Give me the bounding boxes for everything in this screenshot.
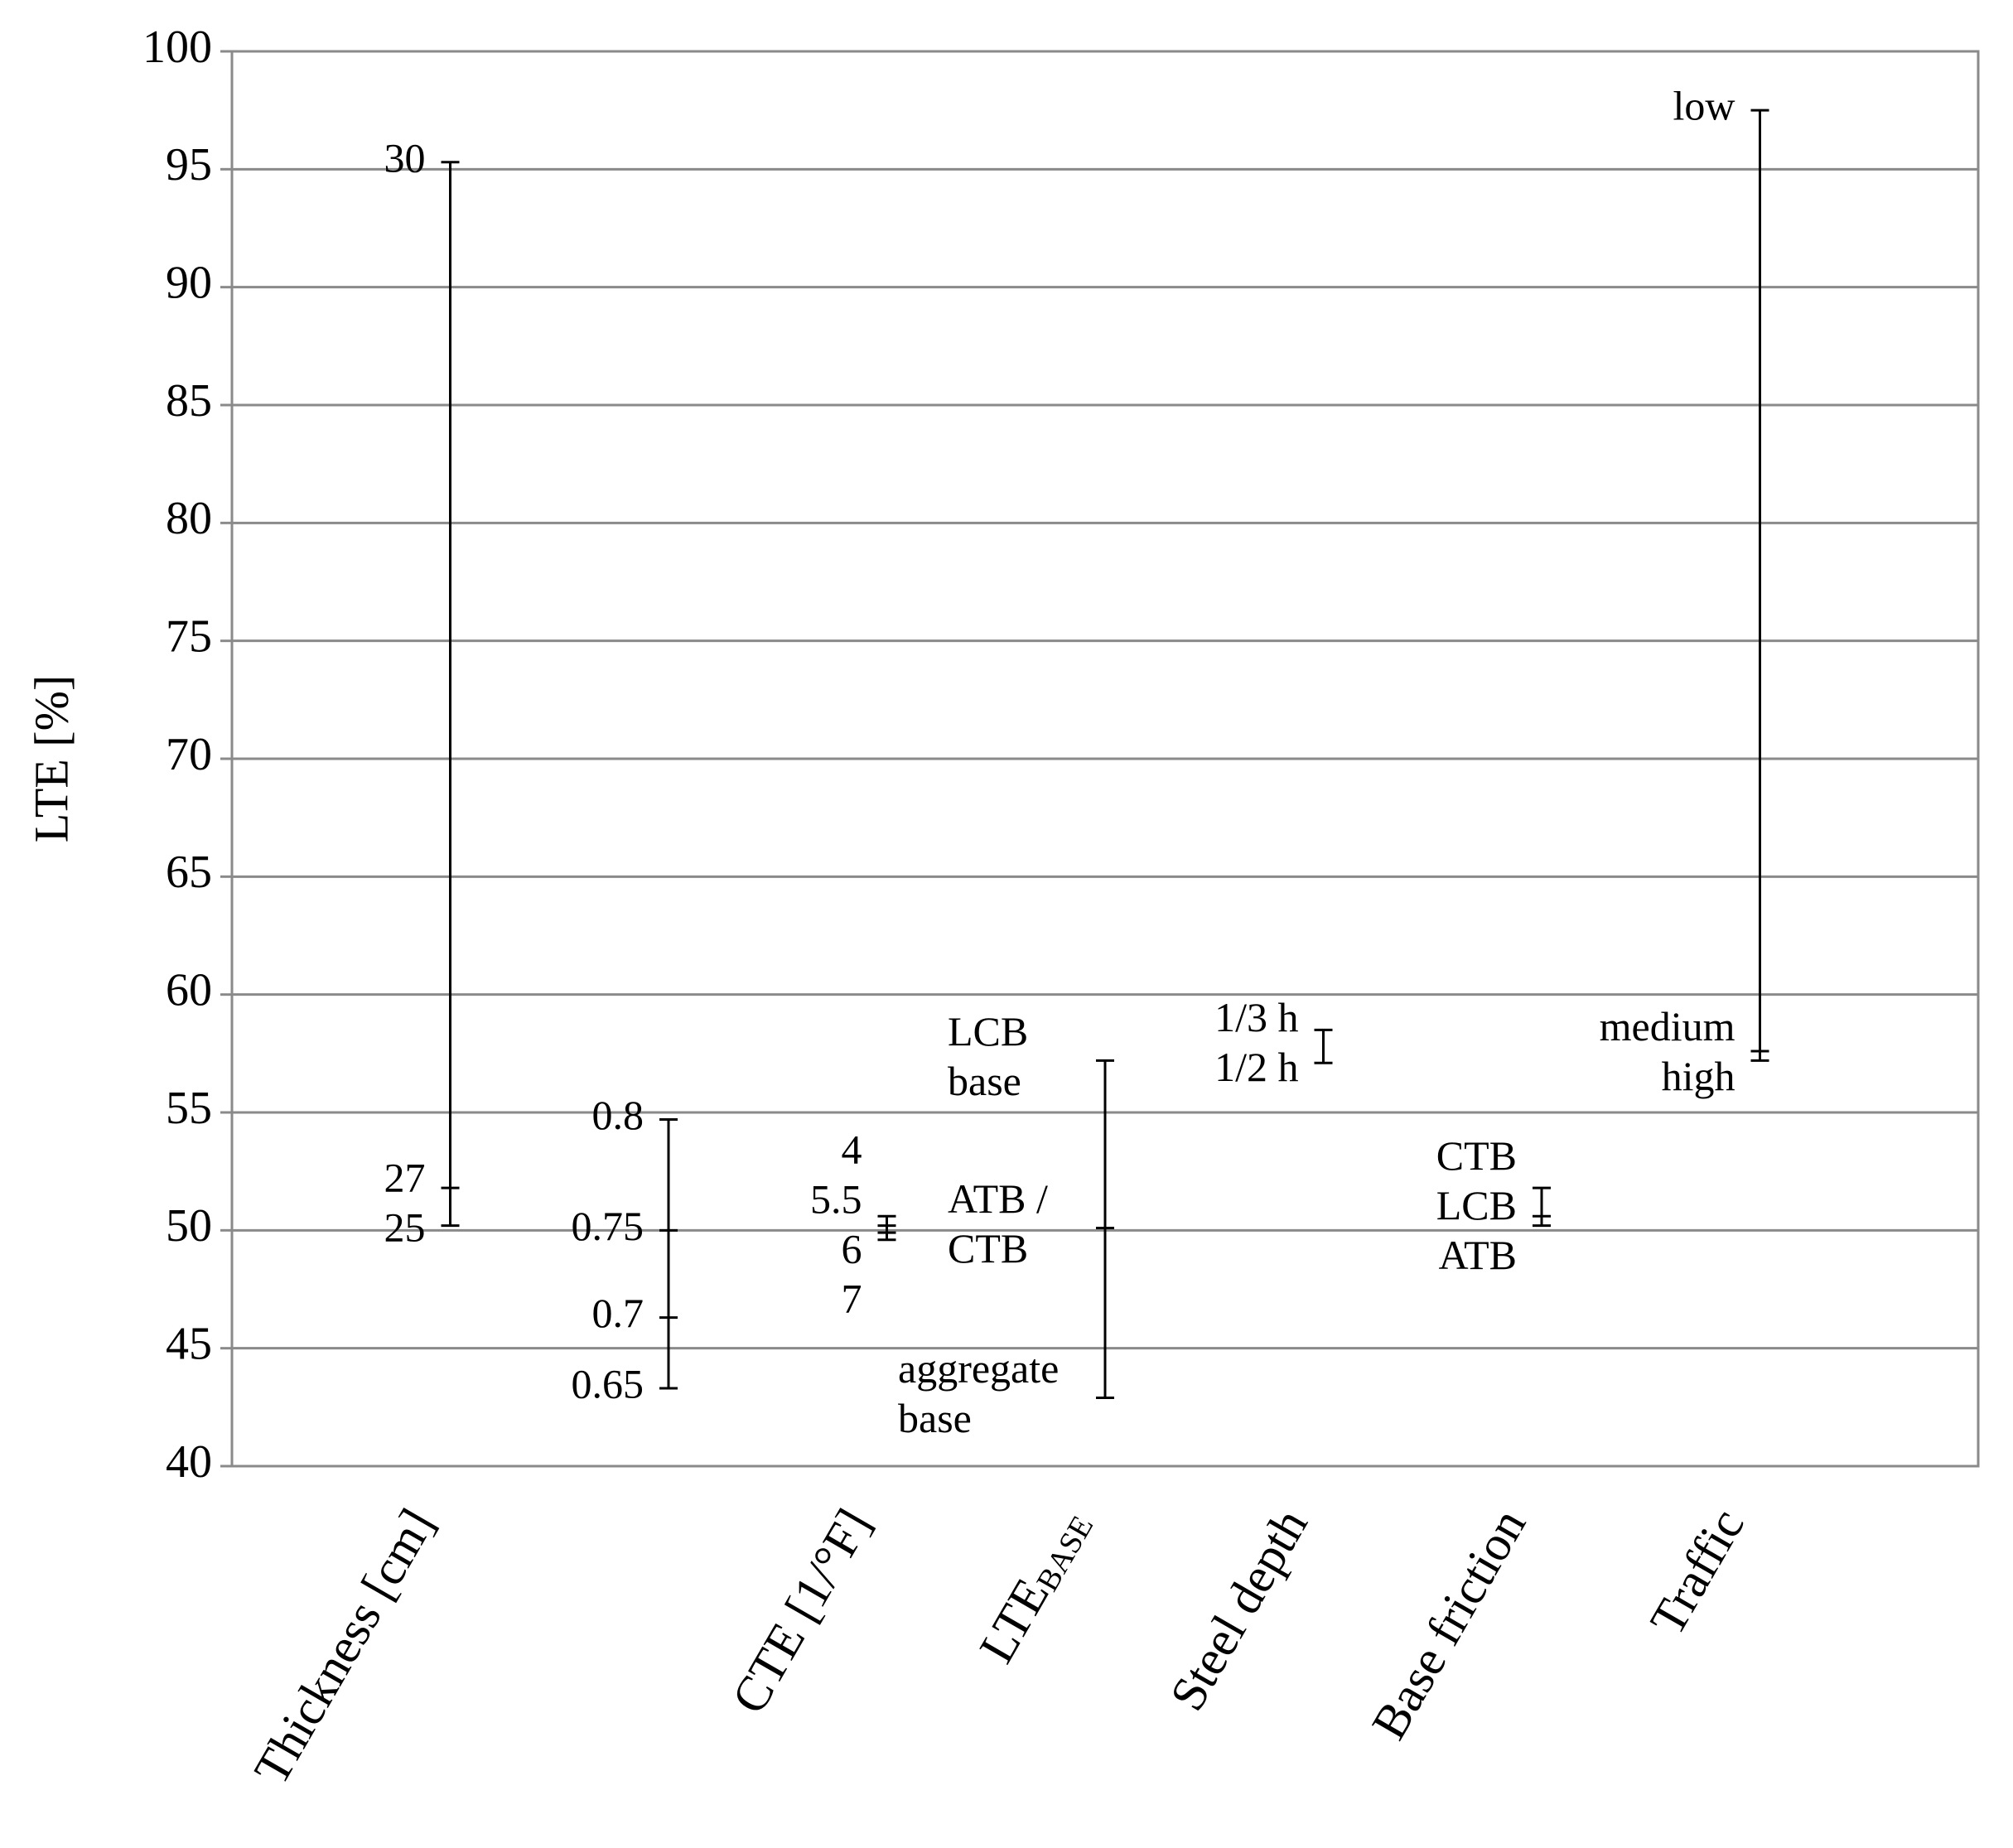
level-label-line: medium: [1600, 1003, 1735, 1049]
level-label: 0.7: [592, 1290, 644, 1336]
level-label-line: 0.8: [592, 1092, 644, 1138]
level-label-line: aggregate: [898, 1345, 1059, 1392]
level-label-line: ATB: [1439, 1232, 1517, 1278]
level-label-line: 7: [842, 1276, 862, 1322]
y-tick-label: 90: [166, 258, 212, 309]
level-label-line: 1/3 h: [1214, 994, 1298, 1040]
y-tick-label: 70: [166, 729, 212, 780]
level-label-line: ATB /: [948, 1175, 1048, 1222]
level-label-line: 25: [384, 1204, 426, 1250]
level-label-line: LCB: [1436, 1182, 1517, 1228]
y-tick-label: 75: [166, 611, 212, 663]
level-label-line: base: [948, 1058, 1021, 1104]
y-tick-label: 60: [166, 965, 212, 1016]
level-label: 1/2 h: [1214, 1044, 1298, 1090]
y-tick-label: 55: [166, 1083, 212, 1134]
level-label: 7: [842, 1276, 862, 1322]
level-label: LCB base: [948, 1008, 1028, 1104]
level-label: 0.8: [592, 1092, 644, 1138]
level-label-line: LCB: [948, 1008, 1028, 1054]
y-tick-label: 80: [166, 493, 212, 544]
y-tick-label: 100: [142, 22, 212, 73]
level-label: ATB / CTB: [948, 1175, 1048, 1271]
level-label: high: [1662, 1053, 1735, 1099]
level-label: LCB: [1436, 1182, 1517, 1228]
level-label: low: [1673, 83, 1735, 129]
level-label-line: 30: [384, 134, 426, 181]
level-label: 6: [842, 1226, 862, 1272]
y-tick-label: 65: [166, 847, 212, 898]
level-label: ATB: [1439, 1232, 1517, 1278]
plot-frame: [230, 50, 1980, 1468]
level-label: 27: [384, 1154, 426, 1200]
y-tick-label: 45: [166, 1319, 212, 1370]
level-label: 25: [384, 1204, 426, 1250]
level-label-line: 0.65: [572, 1361, 644, 1407]
level-label: 0.65: [572, 1361, 644, 1407]
level-label: aggregate base: [898, 1345, 1059, 1441]
level-label-line: 6: [842, 1226, 862, 1272]
y-tick-label: 50: [166, 1200, 212, 1252]
level-label-line: 4: [842, 1127, 862, 1173]
level-label: 0.75: [572, 1203, 644, 1249]
level-label-line: base: [898, 1395, 972, 1441]
level-label: 1/3 h: [1214, 994, 1298, 1040]
level-label: CTB: [1436, 1132, 1517, 1179]
level-label-line: high: [1662, 1053, 1735, 1099]
level-label-line: CTB: [948, 1225, 1028, 1271]
level-label: 30: [384, 134, 426, 181]
y-tick-label: 95: [166, 139, 212, 191]
level-label: medium: [1600, 1003, 1735, 1049]
level-label-line: low: [1673, 83, 1735, 129]
level-label: 5.5: [810, 1176, 862, 1223]
level-label: 4: [842, 1127, 862, 1173]
level-label-line: CTB: [1436, 1132, 1517, 1179]
level-label-line: 0.7: [592, 1290, 644, 1336]
level-label-line: 27: [384, 1154, 426, 1200]
y-tick-label: 85: [166, 375, 212, 427]
y-axis-title: LTE [%]: [24, 675, 78, 842]
y-tick-label: 40: [166, 1436, 212, 1488]
level-label-line: 0.75: [572, 1203, 644, 1249]
level-label-line: 5.5: [810, 1176, 862, 1223]
level-label-line: 1/2 h: [1214, 1044, 1298, 1090]
